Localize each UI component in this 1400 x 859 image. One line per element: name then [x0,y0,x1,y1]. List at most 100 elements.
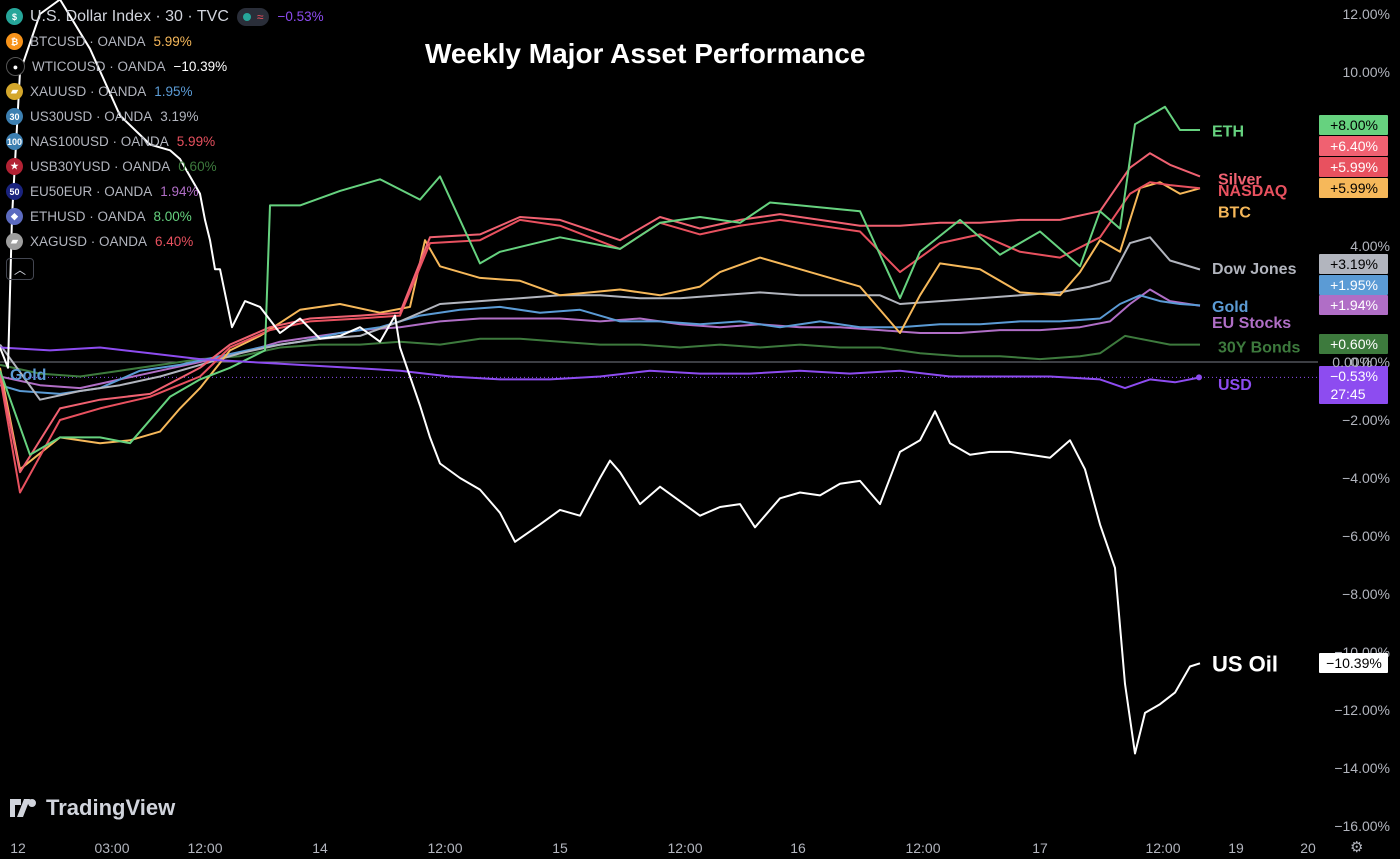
main-symbol: U.S. Dollar Index · 30 · TVC [30,7,229,25]
y-tick-label: −14.00% [1334,760,1390,776]
series-line-us-oil [0,0,1201,755]
series-label: USD [1218,377,1252,394]
y-tick-label: 4.00% [1350,238,1390,254]
price-badge [1319,115,1388,135]
x-tick-label: 03:00 [94,840,129,856]
y-tick-label: −2.00% [1342,412,1390,428]
x-tick-label: 12:00 [667,840,702,856]
status-pill[interactable]: ≈ [236,7,270,26]
legend-symbol: ETHUSD · OANDA [30,209,146,224]
legend-row[interactable]: 30 US30USD · OANDA 3.19% [6,104,324,129]
legend-row[interactable]: ★ USB30YUSD · OANDA 0.60% [6,154,324,179]
price-badge [1319,157,1388,177]
series-label: Silver [1218,171,1262,188]
tradingview-logo[interactable]: TradingView [10,795,175,821]
series-line-eth [0,105,1200,456]
legend-value: 1.95% [154,84,193,99]
price-badge-value: +5.99% [1330,180,1378,196]
y-tick-label: −6.00% [1342,528,1390,544]
series-line-gold [0,294,1201,395]
series-label: Gold [10,367,46,384]
legend-symbol: WTICOUSD · OANDA [32,59,166,74]
series-label: NASDAQ [1218,183,1287,200]
chart-title: Weekly Major Asset Performance [425,38,866,69]
eu50-icon: 50 [6,183,23,200]
series-label: BTC [1218,205,1251,222]
usd-end-dot [1196,374,1202,381]
price-badge-value: −0.53% [1330,368,1378,384]
legend-header[interactable]: $ U.S. Dollar Index · 30 · TVC ≈ −0.53% [6,4,324,29]
series-line-eu-stocks [0,288,1201,390]
series-label: 30Y Bonds [1218,340,1301,357]
series-label: ETH [1212,123,1244,140]
legend-symbol: EU50EUR · OANDA [30,184,153,199]
x-tick-label: 12:00 [427,840,462,856]
tradingview-logo-icon [10,799,36,817]
x-tick-label: 12:00 [905,840,940,856]
legend-symbol: NAS100USD · OANDA [30,134,169,149]
zero-tick-label: 0.00% [1332,354,1372,370]
legend-row[interactable]: 100 NAS100USD · OANDA 5.99% [6,129,324,154]
bitcoin-icon: ₿ [6,33,23,50]
price-badge [1319,334,1388,354]
dollar-icon: $ [6,8,23,25]
series-label: EU Stocks [1212,315,1291,332]
legend-symbol: US30USD · OANDA [30,109,153,124]
price-badge-value: +3.19% [1330,256,1378,272]
legend-symbol: BTCUSD · OANDA [30,34,146,49]
price-badge [1319,653,1388,673]
legend-value: 8.00% [153,209,192,224]
oil-drop-icon: ● [6,57,25,76]
y-tick-label: 10.00% [1343,64,1390,80]
price-badge-value: +5.99% [1330,159,1378,175]
series-line-dow-jones [0,236,1201,401]
legend-symbol: USB30YUSD · OANDA [30,159,171,174]
settings-gear-icon[interactable]: ⚙ [1350,839,1364,856]
legend-row[interactable]: ◆ ETHUSD · OANDA 8.00% [6,204,324,229]
chevron-up-icon: ︿ [13,262,26,277]
price-badge-value: −10.39% [1326,655,1382,671]
price-badge [1319,275,1388,295]
legend-row[interactable]: 50 EU50EUR · OANDA 1.94% [6,179,324,204]
legend-value: 6.40% [155,234,194,249]
x-tick-label: 12 [10,840,26,856]
legend-value: 5.99% [153,34,192,49]
main-change: −0.53% [277,9,324,24]
series-line-silver [0,152,1201,474]
legend-row[interactable]: ▰ XAGUSD · OANDA 6.40% [6,229,324,254]
x-tick-label: 16 [790,840,806,856]
price-badge-value: +1.94% [1330,297,1378,313]
price-badge-countdown: 27:45 [1330,386,1365,402]
price-badge-value: +6.40% [1330,138,1378,154]
x-tick-label: 12:00 [1145,840,1180,856]
tradingview-logo-text: TradingView [46,795,176,820]
legend-value: 3.19% [160,109,199,124]
y-tick-label: 12.00% [1343,6,1390,22]
price-badge [1319,295,1388,315]
series-legend: $ U.S. Dollar Index · 30 · TVC ≈ −0.53% … [6,4,324,280]
x-tick-label: 14 [312,840,328,856]
series-line-usd [0,346,1201,390]
us-flag-icon: ★ [6,158,23,175]
price-badge [1319,178,1388,198]
y-tick-label: −8.00% [1342,586,1390,602]
gold-bars-icon: ▰ [6,83,23,100]
legend-symbol: XAGUSD · OANDA [30,234,148,249]
series-line-btc [0,181,1201,471]
price-badge-value: +8.00% [1330,117,1378,133]
price-badge [1319,136,1388,156]
collapse-legend-button[interactable]: ︿ [6,258,34,280]
legend-row[interactable]: ▰ XAUUSD · OANDA 1.95% [6,79,324,104]
series-label: Gold [1212,299,1248,316]
legend-row[interactable]: ● WTICOUSD · OANDA −10.39% [6,54,324,79]
legend-row[interactable]: ₿ BTCUSD · OANDA 5.99% [6,29,324,54]
legend-value: 0.60% [178,159,217,174]
price-badge-value: +0.60% [1330,336,1378,352]
series-label: Dow Jones [1212,261,1297,278]
legend-value: 5.99% [176,134,216,149]
x-tick-label: 19 [1228,840,1244,856]
silver-bars-icon: ▰ [6,233,23,250]
legend-symbol: XAUUSD · OANDA [30,84,147,99]
status-pill-glyph: ≈ [256,9,264,24]
